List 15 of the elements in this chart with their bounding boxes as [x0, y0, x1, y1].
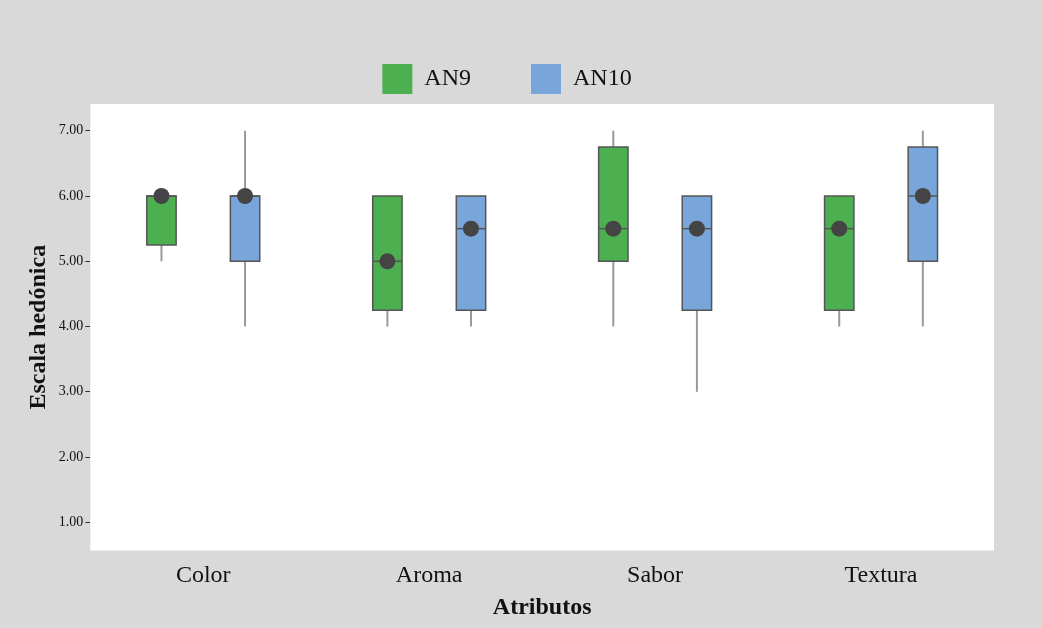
- x-tick-label: Textura: [844, 561, 918, 588]
- x-axis-title: Atributos: [492, 592, 592, 619]
- y-tick-label: 2.00: [58, 448, 84, 464]
- legend-label: AN9: [424, 64, 472, 91]
- x-tick-label: Color: [175, 561, 231, 588]
- y-tick-label: 5.00: [58, 252, 84, 268]
- y-tick-label: 7.00: [58, 122, 84, 138]
- y-tick-label: 1.00: [58, 514, 84, 530]
- legend-label: AN10: [573, 64, 632, 91]
- x-tick-label: Sabor: [627, 561, 684, 588]
- y-tick-label: 6.00: [58, 187, 84, 203]
- x-tick-label: Aroma: [395, 561, 463, 588]
- y-tick-label: 4.00: [58, 318, 84, 334]
- y-tick-label: 3.00: [58, 383, 84, 399]
- y-axis-title: Escala hedónica: [23, 244, 50, 410]
